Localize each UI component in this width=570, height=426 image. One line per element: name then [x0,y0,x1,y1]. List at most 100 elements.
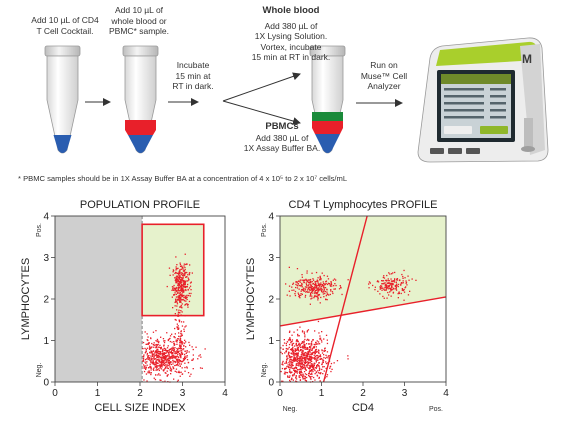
data-point [167,350,169,352]
data-point [179,355,182,358]
data-point [308,374,310,377]
data-point [178,290,180,292]
data-point [180,340,182,342]
data-point [387,282,390,284]
data-point [171,349,173,351]
data-point [306,364,308,366]
data-point [158,350,160,353]
data-point [166,355,169,357]
data-point [176,341,178,343]
data-point [390,288,392,290]
data-point [178,359,181,361]
data-point [296,355,298,357]
data-point [316,366,318,368]
data-point [143,367,145,369]
data-point [148,348,151,350]
data-point [188,272,190,274]
data-point [150,367,152,369]
data-point [291,353,293,355]
data-point [334,283,336,285]
data-point [302,378,304,380]
data-point [322,293,324,295]
data-point [179,272,181,274]
data-point [316,340,318,342]
data-point [303,332,305,335]
data-point [166,350,168,352]
y-tick-label: 3 [43,253,49,264]
data-point [318,369,321,371]
data-point [292,282,295,284]
data-point [151,353,153,356]
data-point [296,362,298,365]
data-point [146,339,148,341]
data-point [306,353,308,355]
data-point [380,287,382,289]
data-point [287,375,289,377]
data-point [159,365,161,367]
y-tick-label: 2 [43,295,49,306]
data-point [391,285,393,287]
data-point [299,297,301,299]
data-point [298,295,300,298]
data-point [311,364,313,367]
y-tick-label: 4 [43,212,49,223]
data-point [175,352,178,355]
data-point [154,358,157,360]
data-point [142,341,145,344]
data-point [179,352,181,355]
data-point [317,288,319,290]
data-point [301,276,303,278]
data-point [299,344,301,346]
data-point [310,288,313,290]
data-point [161,351,163,353]
data-point [291,371,293,373]
data-point [304,294,307,297]
data-point [143,354,145,356]
data-point [316,374,318,376]
data-point [309,282,311,284]
data-point [394,284,396,287]
data-point [303,331,306,333]
data-point [169,352,172,354]
data-point [158,369,160,372]
data-point [291,286,293,288]
data-point [177,284,180,286]
data-point [181,272,183,275]
data-point [310,364,312,366]
data-point [300,294,302,297]
data-point [309,351,311,353]
data-point [298,288,300,290]
data-point [307,358,309,360]
data-point [292,359,294,361]
data-point [313,295,316,298]
data-point [383,275,385,277]
data-point [184,357,186,360]
data-point [321,349,323,351]
data-point [292,346,294,348]
data-point [281,367,284,370]
data-point [379,288,381,290]
data-point [298,375,300,377]
data-point [323,296,325,298]
data-point [310,298,312,300]
data-point [180,349,182,352]
data-point [166,374,168,377]
data-point [176,278,178,280]
data-point [159,360,161,363]
data-point [183,348,185,350]
data-point [172,367,175,369]
data-point [299,357,302,359]
data-point [289,359,291,361]
data-point [391,289,393,291]
data-point [177,267,179,269]
data-point [308,361,310,363]
data-point [309,294,312,296]
data-point [179,363,181,365]
x-tick-label: 1 [319,388,325,399]
data-point [156,338,159,341]
data-point [382,287,384,289]
data-point [286,341,289,343]
data-point [308,288,311,291]
data-point [204,348,206,350]
